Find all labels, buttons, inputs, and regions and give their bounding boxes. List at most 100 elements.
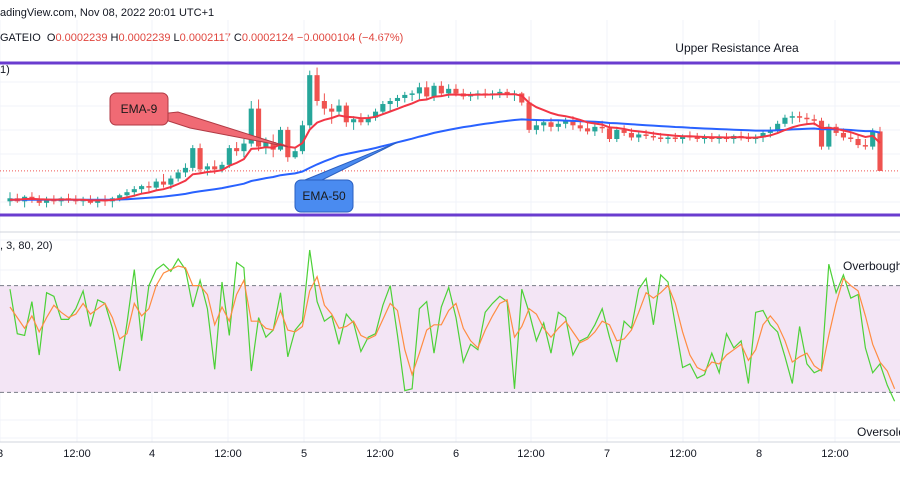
candle-body bbox=[563, 120, 569, 124]
candle-body bbox=[585, 128, 591, 132]
ema-9-callout-pointer bbox=[149, 111, 288, 148]
low-value: 0.0002117 bbox=[179, 32, 231, 44]
candle-body bbox=[263, 142, 269, 147]
candle-body bbox=[139, 186, 145, 190]
candle-body bbox=[153, 181, 159, 188]
candle-body bbox=[533, 125, 539, 130]
upper-resistance-label: Upper Resistance Area bbox=[675, 41, 799, 55]
candle-body bbox=[394, 97, 401, 101]
annotations: Upper Resistance Area EMA-9 EMA-50 Overboug… bbox=[109, 41, 900, 439]
candle-body bbox=[840, 132, 847, 138]
source-line: adingView.com, Nov 08, 2022 20:01 UTC+1 bbox=[0, 7, 215, 19]
candle-body bbox=[497, 91, 503, 94]
ohlc-legend: GATEIO O0.0002239 H0.0002239 L0.0002117 … bbox=[0, 32, 403, 44]
candle-body bbox=[124, 192, 130, 196]
candle-body bbox=[446, 88, 452, 94]
candle-body bbox=[160, 181, 167, 185]
candle-body bbox=[694, 137, 700, 139]
x-tick-label: 12:00 bbox=[366, 448, 394, 460]
x-tick-label: 12:00 bbox=[517, 448, 545, 460]
candle-body bbox=[438, 85, 444, 94]
ema-50-callout-pointer bbox=[299, 141, 398, 183]
overbought-label: Overbough bbox=[843, 259, 900, 273]
candle-body bbox=[226, 148, 232, 165]
candle-body bbox=[650, 135, 656, 138]
candle-body bbox=[365, 117, 371, 123]
candle-body bbox=[672, 137, 678, 139]
x-tick-label: 12:00 bbox=[669, 448, 697, 460]
stoch-band-fill bbox=[0, 285, 900, 393]
candle-body bbox=[614, 129, 620, 139]
candle-body bbox=[256, 108, 262, 147]
open-value: 0.0002239 bbox=[55, 32, 108, 44]
candle-body bbox=[321, 101, 327, 109]
candle-body bbox=[285, 129, 291, 158]
candle-body bbox=[343, 105, 349, 123]
candle-body bbox=[307, 75, 313, 126]
x-tick-label: 12:00 bbox=[821, 448, 849, 460]
candle-body bbox=[701, 137, 708, 139]
symbol-label: GATEIO bbox=[0, 32, 41, 44]
candle-body bbox=[182, 167, 189, 173]
candle-body bbox=[628, 132, 634, 138]
candle-body bbox=[680, 135, 686, 139]
candle-body bbox=[219, 164, 225, 170]
ema-9-line bbox=[10, 93, 881, 202]
candle-body bbox=[826, 126, 832, 147]
candle-body bbox=[541, 122, 547, 126]
high-label: H bbox=[110, 32, 119, 44]
candle-body bbox=[212, 166, 218, 170]
candle-body bbox=[299, 125, 305, 152]
candle-body bbox=[782, 117, 788, 124]
oscillator-pane bbox=[0, 249, 900, 402]
candle-body bbox=[424, 87, 430, 97]
candle-body bbox=[95, 199, 101, 203]
candle-body bbox=[877, 131, 883, 171]
open-label: O bbox=[46, 32, 56, 44]
candle-body bbox=[555, 123, 561, 127]
candle-body bbox=[117, 195, 123, 199]
candle-body bbox=[548, 122, 554, 127]
candle-body bbox=[592, 126, 598, 132]
candle-body bbox=[862, 145, 868, 147]
candle-body bbox=[453, 88, 459, 94]
candle-body bbox=[848, 137, 854, 139]
candle-body bbox=[804, 117, 810, 120]
ema-50-callout-box bbox=[294, 179, 354, 213]
low-label: L bbox=[173, 32, 180, 44]
x-tick-label: 6 bbox=[453, 448, 459, 460]
candle-body bbox=[241, 143, 247, 152]
candle-body bbox=[175, 172, 181, 179]
ema-50-callout-label: EMA-50 bbox=[302, 189, 346, 203]
candle-body bbox=[168, 178, 174, 185]
candle-body bbox=[248, 108, 254, 144]
candle-body bbox=[197, 148, 203, 170]
x-tick-label: 7 bbox=[604, 448, 610, 460]
x-tick-label: 12:00 bbox=[63, 448, 91, 460]
ema-50-line bbox=[10, 118, 881, 201]
close-value: 0.0002124 bbox=[241, 32, 294, 44]
x-tick-label: 5 bbox=[301, 448, 307, 460]
candle-body bbox=[336, 105, 342, 112]
candle-body bbox=[519, 93, 525, 103]
candle-body bbox=[775, 123, 781, 130]
change-value: −0.0000104 (−4.67%) bbox=[296, 32, 404, 44]
candle-body bbox=[577, 125, 583, 129]
high-value: 0.0002239 bbox=[118, 32, 171, 44]
candle-body bbox=[190, 148, 196, 168]
candle-body bbox=[292, 151, 298, 158]
price-pane-label: 1) bbox=[0, 64, 10, 76]
candle-body bbox=[431, 85, 437, 97]
candle-body bbox=[797, 116, 803, 118]
candle-body bbox=[402, 94, 408, 98]
candle-body bbox=[789, 116, 795, 118]
candle-body bbox=[665, 137, 671, 139]
candle-body bbox=[234, 148, 240, 152]
candle-body bbox=[314, 75, 320, 101]
candle-body bbox=[270, 142, 276, 150]
oversold-label: Oversold bbox=[857, 425, 900, 439]
candle-body bbox=[709, 137, 715, 139]
candle-body bbox=[526, 102, 532, 130]
candle-body bbox=[277, 129, 284, 150]
